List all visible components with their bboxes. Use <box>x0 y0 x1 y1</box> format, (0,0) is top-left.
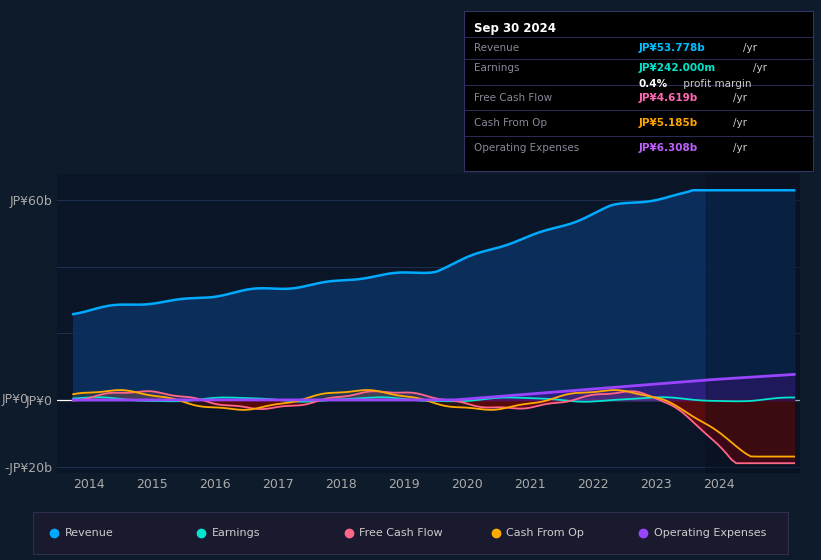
Bar <box>706 174 800 473</box>
Text: JP¥6.308b: JP¥6.308b <box>639 143 698 153</box>
Text: Revenue: Revenue <box>65 529 113 538</box>
Text: Cash From Op: Cash From Op <box>507 529 585 538</box>
Text: Free Cash Flow: Free Cash Flow <box>475 93 553 103</box>
Text: Sep 30 2024: Sep 30 2024 <box>475 22 557 35</box>
Text: /yr: /yr <box>732 118 746 128</box>
Text: Operating Expenses: Operating Expenses <box>654 529 766 538</box>
Text: JP¥0: JP¥0 <box>2 394 29 407</box>
Text: Revenue: Revenue <box>475 43 520 53</box>
Text: Earnings: Earnings <box>475 63 520 73</box>
Text: 0.4%: 0.4% <box>639 79 667 89</box>
Text: Cash From Op: Cash From Op <box>475 118 548 128</box>
Text: /yr: /yr <box>754 63 768 73</box>
Text: JP¥242.000m: JP¥242.000m <box>639 63 716 73</box>
Text: /yr: /yr <box>732 143 746 153</box>
Text: JP¥4.619b: JP¥4.619b <box>639 93 698 103</box>
Text: /yr: /yr <box>743 43 757 53</box>
Text: Free Cash Flow: Free Cash Flow <box>359 529 443 538</box>
Text: JP¥5.185b: JP¥5.185b <box>639 118 698 128</box>
Text: Earnings: Earnings <box>212 529 260 538</box>
Text: profit margin: profit margin <box>680 79 752 89</box>
Text: /yr: /yr <box>732 93 746 103</box>
Text: JP¥53.778b: JP¥53.778b <box>639 43 705 53</box>
Text: Operating Expenses: Operating Expenses <box>475 143 580 153</box>
